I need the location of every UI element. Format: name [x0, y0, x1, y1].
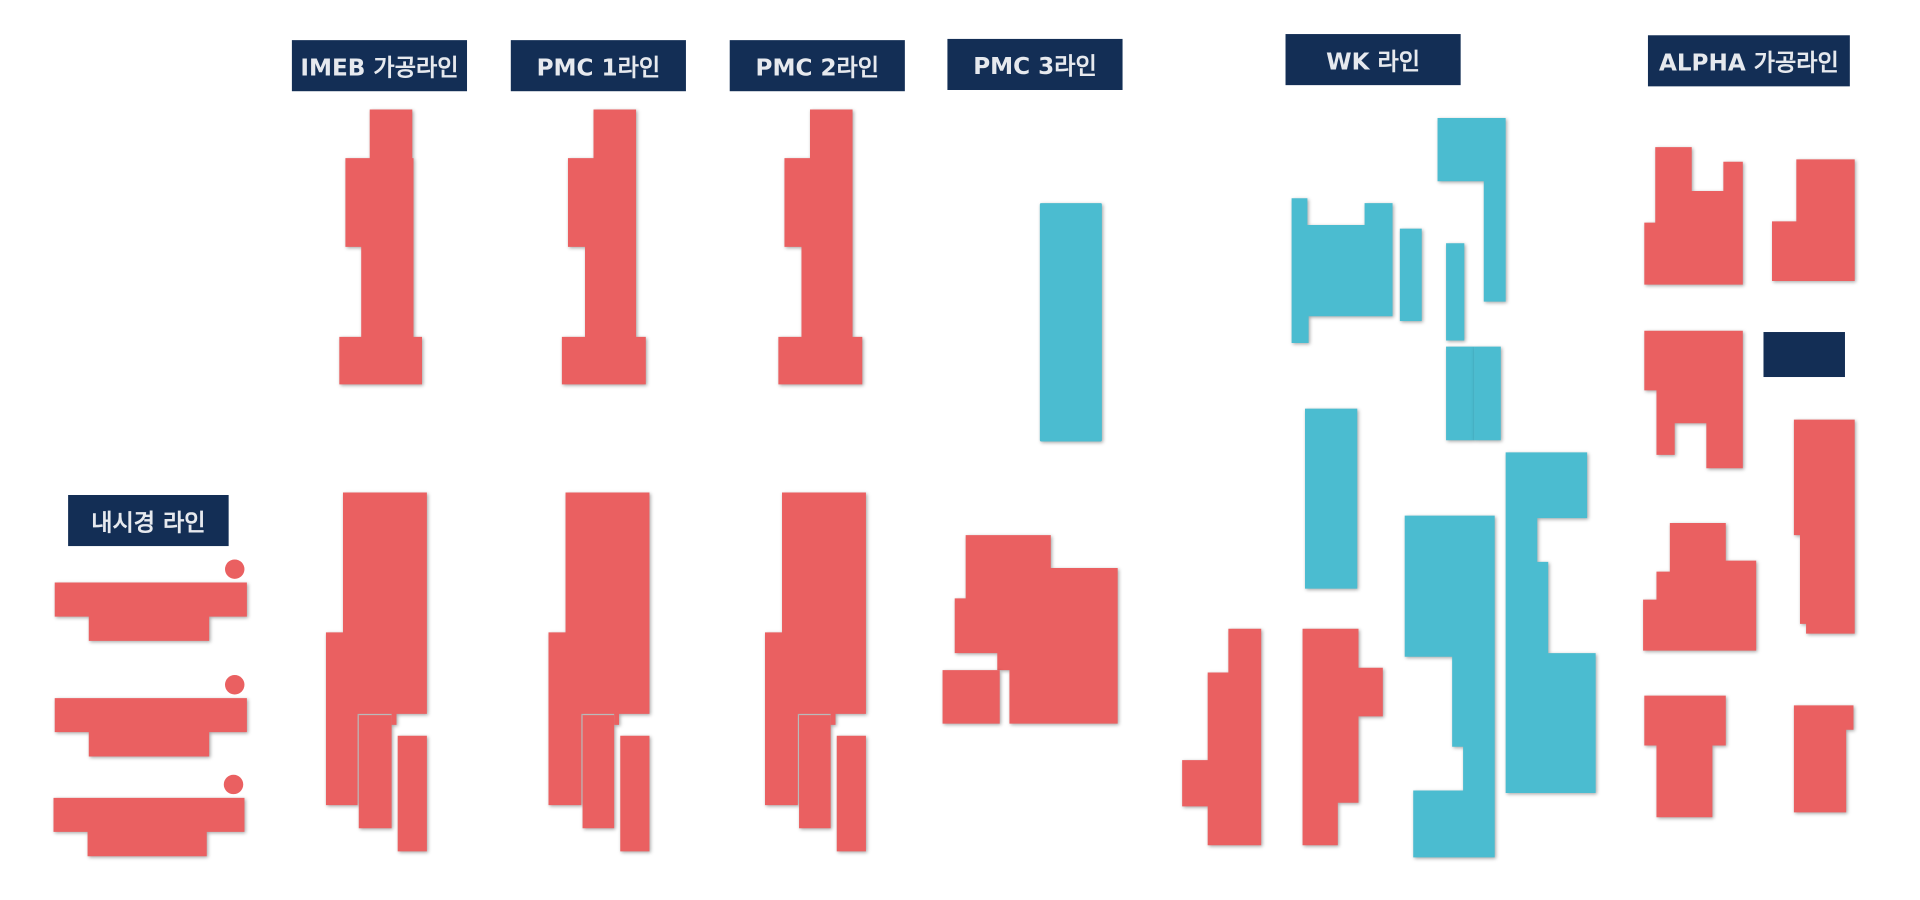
pmc1-line-label[interactable]: PMC 1라인 — [510, 40, 686, 92]
pmc2-lower-sub1[interactable] — [799, 715, 831, 829]
endoscope-dot-3 — [223, 774, 244, 795]
pmc2-lower-main[interactable] — [764, 492, 866, 806]
imeb-upper-machine[interactable] — [339, 109, 423, 385]
wk-machine-4[interactable] — [1446, 243, 1465, 341]
alpha-machine-4[interactable] — [1793, 419, 1855, 634]
alpha-zone[interactable] — [1643, 147, 1855, 818]
pmc3-line-label[interactable]: PMC 3라인 — [947, 38, 1123, 90]
wk-machine-2[interactable] — [1399, 228, 1422, 322]
endoscope-zone[interactable] — [53, 582, 247, 857]
wk-machine-10[interactable] — [1302, 628, 1383, 846]
wk-zone[interactable] — [1182, 117, 1596, 858]
pmc3-lower-main[interactable] — [954, 535, 1118, 724]
imeb-lower-main[interactable] — [325, 492, 427, 806]
endoscope-machine-1[interactable] — [54, 582, 247, 641]
pmc2-upper-machine[interactable] — [778, 109, 863, 385]
wk-machine-6[interactable] — [1304, 408, 1358, 589]
wk-machine-9[interactable] — [1182, 628, 1262, 846]
endoscope-machine-2[interactable] — [54, 698, 247, 757]
wk-line-label[interactable]: WK 라인 — [1285, 34, 1461, 86]
pmc1-upper-machine[interactable] — [561, 109, 646, 385]
wk-machine-5b[interactable] — [1474, 346, 1501, 441]
alpha-machine-6[interactable] — [1644, 695, 1726, 818]
alpha-navy-block[interactable] — [1763, 332, 1845, 378]
endoscope-line-label[interactable]: 내시경 라인 — [68, 494, 229, 547]
wk-machine-1[interactable] — [1291, 198, 1393, 343]
pmc1-lower-sub1[interactable] — [582, 715, 615, 829]
pmc2-lower-sub2[interactable] — [836, 735, 866, 852]
pmc3-zone[interactable] — [942, 203, 1118, 724]
wk-machine-3[interactable] — [1437, 117, 1506, 302]
pmc2-zone[interactable] — [764, 109, 866, 852]
alpha-machine-7[interactable] — [1793, 705, 1854, 813]
imeb-lower-sub2[interactable] — [397, 735, 427, 852]
wk-machine-5a[interactable] — [1446, 346, 1475, 441]
alpha-machine-2[interactable] — [1772, 159, 1855, 281]
pmc1-lower-sub2[interactable] — [620, 735, 650, 852]
imeb-line-label[interactable]: IMEB 가공라인 — [291, 40, 468, 92]
pmc1-zone[interactable] — [548, 109, 650, 852]
alpha-machine-5[interactable] — [1643, 522, 1757, 651]
pmc3-lower-corner[interactable] — [942, 670, 1000, 724]
imeb-zone[interactable] — [325, 109, 427, 852]
imeb-lower-sub1[interactable] — [358, 715, 392, 829]
pmc3-upper-machine[interactable] — [1039, 203, 1102, 442]
wk-machine-8[interactable] — [1505, 452, 1596, 793]
wk-machine-7[interactable] — [1404, 515, 1495, 858]
alpha-machine-3[interactable] — [1644, 330, 1743, 469]
endoscope-dot-2 — [224, 674, 245, 695]
endoscope-machine-3[interactable] — [53, 797, 245, 857]
pmc1-lower-main[interactable] — [548, 492, 650, 806]
endoscope-dot-1 — [224, 559, 245, 579]
alpha-line-label[interactable]: ALPHA 가공라인 — [1647, 35, 1850, 87]
alpha-machine-1[interactable] — [1644, 147, 1743, 285]
pmc2-line-label[interactable]: PMC 2라인 — [729, 40, 905, 92]
